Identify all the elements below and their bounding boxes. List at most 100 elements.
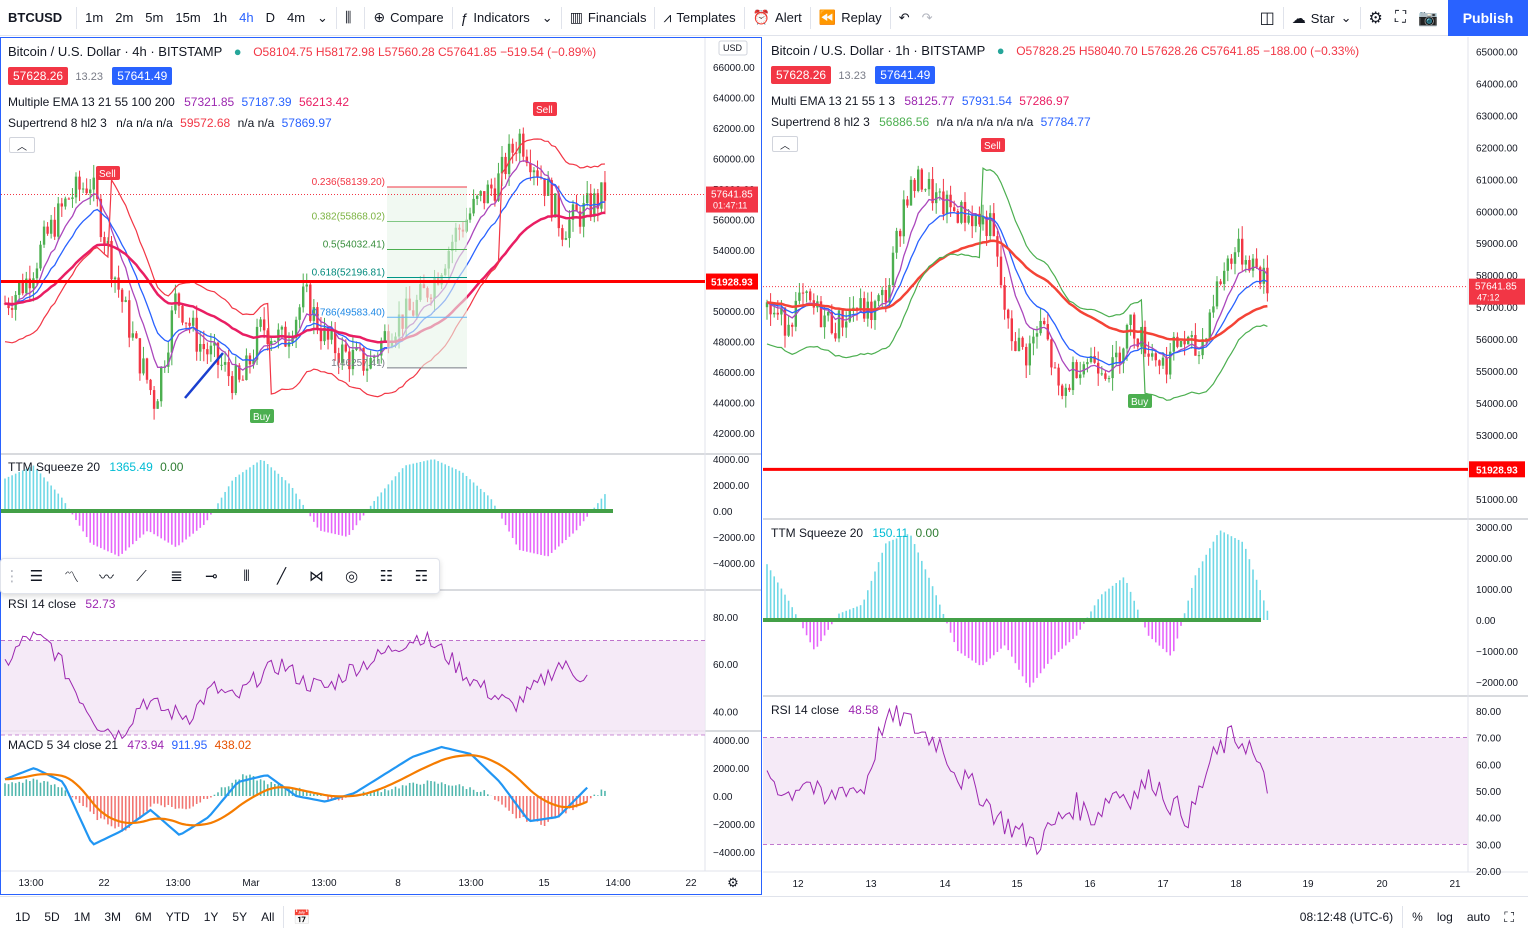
- candle-body: [1205, 338, 1208, 340]
- auto-scale-toggle[interactable]: auto: [1466, 910, 1491, 924]
- range-6m[interactable]: 6M: [135, 910, 152, 924]
- ttm-legend[interactable]: TTM Squeeze 20 1365.49 0.00: [8, 460, 184, 474]
- publish-button[interactable]: Publish: [1448, 0, 1528, 36]
- clock[interactable]: 08:12:48 (UTC-6): [1299, 910, 1394, 924]
- chart-title[interactable]: Bitcoin / U.S. Dollar · 4h · BITSTAMP: [8, 44, 223, 59]
- interval-15m[interactable]: 15m: [175, 10, 201, 25]
- price-tick-label: 55000.00: [1476, 367, 1518, 378]
- bid-badge[interactable]: 57628.26: [8, 67, 69, 85]
- ttm-legend[interactable]: TTM Squeeze 20 150.11 0.00: [771, 526, 939, 540]
- candle-body: [888, 284, 891, 303]
- range-ytd[interactable]: YTD: [165, 910, 190, 924]
- range-all[interactable]: All: [261, 910, 275, 924]
- replay-button[interactable]: ⏪ Replay: [818, 9, 882, 25]
- bid-badge[interactable]: 57628.26: [771, 66, 832, 84]
- price-tick-label: 61000.00: [1476, 175, 1518, 186]
- candle-body: [967, 215, 970, 223]
- rsi-tick-label: 20.00: [1476, 867, 1501, 878]
- range-5y[interactable]: 5Y: [232, 910, 248, 924]
- ema-legend[interactable]: Multiple EMA 13 21 55 100 200 57321.85 5…: [8, 95, 349, 109]
- fullscreen-icon[interactable]: ⛶: [1394, 9, 1407, 26]
- fib-retracement-icon[interactable]: ≣: [170, 568, 183, 585]
- interval-1h[interactable]: 1h: [212, 10, 228, 25]
- candle-body: [927, 178, 931, 190]
- rsi-legend[interactable]: RSI 14 close 48.58: [771, 703, 879, 717]
- candle-body: [1125, 324, 1129, 349]
- price-tick-label: 64000.00: [713, 94, 755, 105]
- candle-body: [780, 307, 783, 315]
- compare-button[interactable]: ⊕ Compare: [373, 9, 444, 25]
- financials-button[interactable]: ▥ Financials: [569, 9, 647, 25]
- symbol-search[interactable]: BTCUSD: [8, 10, 63, 25]
- redo-icon[interactable]: ↷: [921, 9, 933, 25]
- candle-body: [992, 213, 995, 237]
- fib-levels-icon[interactable]: ☷: [379, 568, 394, 585]
- elliott-wave-icon[interactable]: 〽: [63, 568, 79, 586]
- interval-4h[interactable]: 4h: [239, 10, 254, 25]
- ask-badge[interactable]: 57641.49: [875, 66, 936, 84]
- collapse-legend-chevron-up-icon[interactable]: ︿: [9, 137, 35, 153]
- alert-button[interactable]: ⏰ Alert: [752, 9, 802, 25]
- supertrend-legend[interactable]: Supertrend 8 hl2 3 n/a n/a n/a 59572.68 …: [8, 116, 332, 130]
- market-status-dot-icon: ●: [233, 44, 242, 59]
- interval-4m[interactable]: 4m: [286, 10, 306, 25]
- time-tick-label: 13:00: [311, 878, 336, 889]
- ema-legend[interactable]: Multi EMA 13 21 55 1 3 58125.77 57931.54…: [771, 94, 1070, 108]
- ask-badge[interactable]: 57641.49: [112, 67, 173, 85]
- left-chart-canvas[interactable]: 66000.0064000.0062000.0060000.0058000.00…: [1, 38, 761, 894]
- indicators-button[interactable]: ƒ Indicators: [460, 9, 530, 26]
- collapse-legend-chevron-up-icon[interactable]: ︿: [772, 136, 798, 152]
- layout-select-icon[interactable]: ◫: [1259, 10, 1275, 27]
- undo-icon[interactable]: ↶: [898, 9, 910, 25]
- drag-handle-icon[interactable]: ⋮: [4, 568, 20, 585]
- interval-1m[interactable]: 1m: [85, 10, 104, 25]
- pattern-tool-icon[interactable]: ⋈: [309, 568, 324, 585]
- interval-dropdown-chevron-icon[interactable]: ⌄: [317, 9, 328, 25]
- fullscreen-icon[interactable]: ⛶: [1504, 908, 1514, 925]
- chart-type-candles-icon[interactable]: ⫼: [344, 9, 352, 25]
- abcd-pattern-icon[interactable]: 〰: [98, 568, 114, 586]
- right-chart-pane[interactable]: 65000.00 64000.00 63000.00 62000.00 61000.00…: [763, 37, 1528, 895]
- templates-button[interactable]: ⩘ Templates: [663, 9, 736, 25]
- candle-body: [326, 327, 330, 340]
- log-scale-toggle[interactable]: log: [1436, 910, 1453, 924]
- horizontal-lines-icon[interactable]: ☰: [29, 568, 44, 585]
- indicators-dropdown-chevron-icon[interactable]: ⌄: [541, 9, 553, 25]
- candle-body: [536, 170, 539, 177]
- supertrend-legend[interactable]: Supertrend 8 hl2 3 56886.56 n/a n/a n/a …: [771, 115, 1091, 129]
- line-tool-icon[interactable]: ╱: [276, 568, 287, 585]
- price-tick-label: 48000.00: [713, 337, 755, 348]
- rsi-legend[interactable]: RSI 14 close 52.73: [8, 597, 116, 611]
- left-chart-pane[interactable]: 66000.0064000.0062000.0060000.0058000.00…: [0, 37, 762, 895]
- camera-icon[interactable]: 📷: [1418, 10, 1438, 27]
- range-1m[interactable]: 1M: [73, 910, 91, 924]
- range-3m[interactable]: 3M: [104, 910, 122, 924]
- parallel-channel-icon[interactable]: ⫴: [243, 567, 250, 585]
- candle-body: [765, 302, 769, 308]
- interval-d[interactable]: D: [265, 10, 275, 25]
- layout-name-button[interactable]: ☁ Star ⌄: [1291, 9, 1352, 26]
- candle-body: [1151, 353, 1154, 357]
- goto-date-calendar-icon[interactable]: 📅: [293, 908, 311, 925]
- candle-body: [138, 338, 142, 374]
- candle-body: [561, 228, 564, 240]
- candle-body: [1259, 267, 1262, 284]
- interval-2m[interactable]: 2m: [115, 10, 134, 25]
- horizontal-ray-icon[interactable]: ⊸: [205, 568, 218, 585]
- range-5d[interactable]: 5D: [44, 910, 60, 924]
- range-1y[interactable]: 1Y: [203, 910, 219, 924]
- candle-body: [600, 182, 603, 209]
- cloud-icon: ☁: [1291, 9, 1306, 26]
- percent-scale-toggle[interactable]: %: [1412, 910, 1423, 924]
- chart-title[interactable]: Bitcoin / U.S. Dollar · 1h · BITSTAMP: [771, 43, 986, 58]
- interval-5m[interactable]: 5m: [145, 10, 164, 25]
- fib-spiral-icon[interactable]: ◎: [344, 568, 359, 585]
- right-chart-canvas[interactable]: 65000.00 64000.00 63000.00 62000.00 61000.00…: [763, 37, 1528, 895]
- range-1d[interactable]: 1D: [15, 910, 31, 924]
- rsi-tick-label: 30.00: [1476, 840, 1501, 851]
- price-range-icon[interactable]: ☶: [414, 568, 429, 585]
- macd-legend[interactable]: MACD 5 34 close 21 473.94 911.95 438.02: [8, 738, 252, 752]
- trend-line-icon[interactable]: ⟋: [136, 567, 147, 585]
- candle-body: [1176, 336, 1179, 347]
- settings-gear-icon[interactable]: ⚙: [1368, 10, 1383, 27]
